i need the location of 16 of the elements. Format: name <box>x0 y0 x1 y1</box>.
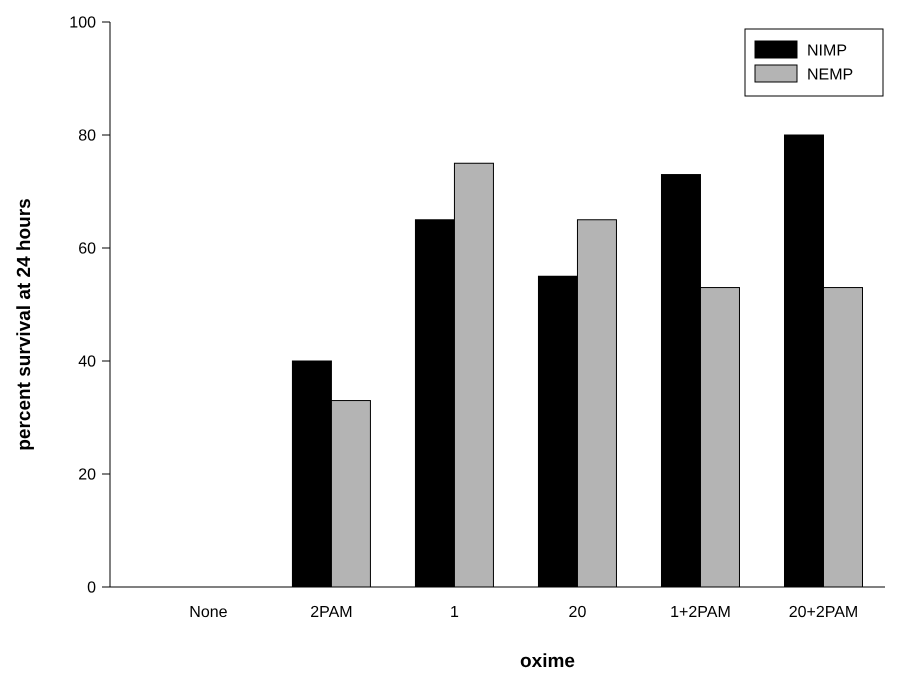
y-tick-label: 0 <box>87 580 96 597</box>
legend-label: NIMP <box>807 42 847 60</box>
legend-label: NEMP <box>807 66 854 84</box>
y-tick-label: 60 <box>78 240 96 258</box>
y-tick-label: 40 <box>78 354 96 371</box>
x-tick-label: 2PAM <box>310 604 353 621</box>
x-axis-title: oxime <box>520 651 575 672</box>
y-axis-title: percent survival at 24 hours <box>14 198 35 451</box>
x-tick-label: 20 <box>568 604 586 621</box>
y-tick-label: 80 <box>78 128 96 145</box>
x-tick-label: 1 <box>450 604 459 621</box>
y-tick-label: 20 <box>78 466 96 484</box>
x-tick-label: None <box>189 604 228 621</box>
y-tick-label: 100 <box>69 14 96 32</box>
x-tick-label: 20+2PAM <box>788 604 858 621</box>
x-tick-label: 1+2PAM <box>670 604 731 621</box>
